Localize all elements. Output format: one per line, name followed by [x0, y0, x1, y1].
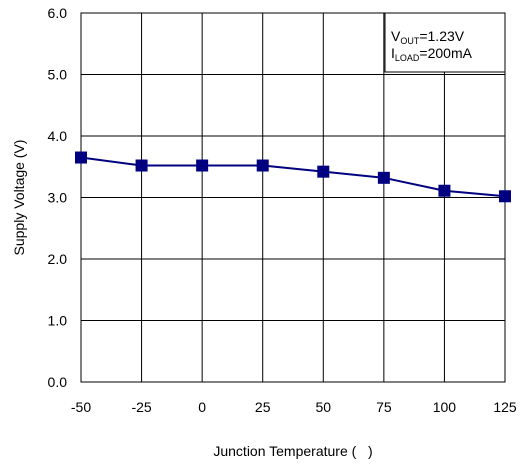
- y-tick-label: 0.0: [48, 374, 68, 390]
- y-axis-title: Supply Voltage (V): [11, 140, 27, 256]
- data-point: [196, 159, 209, 172]
- y-tick-label: 6.0: [48, 5, 68, 21]
- y-tick-label: 2.0: [48, 251, 68, 267]
- data-point: [499, 190, 511, 203]
- annotation-box-frame: [384, 12, 506, 73]
- data-point: [256, 159, 269, 172]
- x-tick-label: 100: [433, 399, 457, 415]
- y-tick-label: 1.0: [48, 313, 68, 329]
- x-tick-label: 25: [255, 399, 271, 415]
- annotation-iload: ILOAD=200mA: [391, 45, 473, 63]
- data-point: [377, 171, 390, 184]
- y-tick-label: 3.0: [48, 190, 68, 206]
- annotation-box: VOUT=1.23V ILOAD=200mA: [384, 12, 506, 73]
- y-tick-labels: 0.0 1.0 2.0 3.0 4.0 5.0 6.0: [48, 5, 68, 390]
- data-point: [75, 151, 87, 164]
- x-tick-label: 50: [315, 399, 331, 415]
- grid: [80, 12, 506, 383]
- series-group: [75, 151, 511, 203]
- x-tick-label: 75: [376, 399, 392, 415]
- data-point: [135, 159, 148, 172]
- x-axis-title: Junction Temperature ( ): [213, 443, 372, 459]
- annotation-vout: VOUT=1.23V: [391, 28, 465, 46]
- x-tick-label: -25: [131, 399, 151, 415]
- x-tick-label: -50: [71, 399, 91, 415]
- data-point: [317, 165, 330, 178]
- x-tick-label: 0: [198, 399, 206, 415]
- series-line: [80, 156, 506, 198]
- y-tick-label: 4.0: [48, 128, 68, 144]
- x-tick-label: 125: [493, 399, 517, 415]
- x-tick-labels: -50 -25 0 25 50 75 100 125: [71, 399, 517, 415]
- data-point: [438, 184, 451, 197]
- y-tick-label: 5.0: [48, 67, 68, 83]
